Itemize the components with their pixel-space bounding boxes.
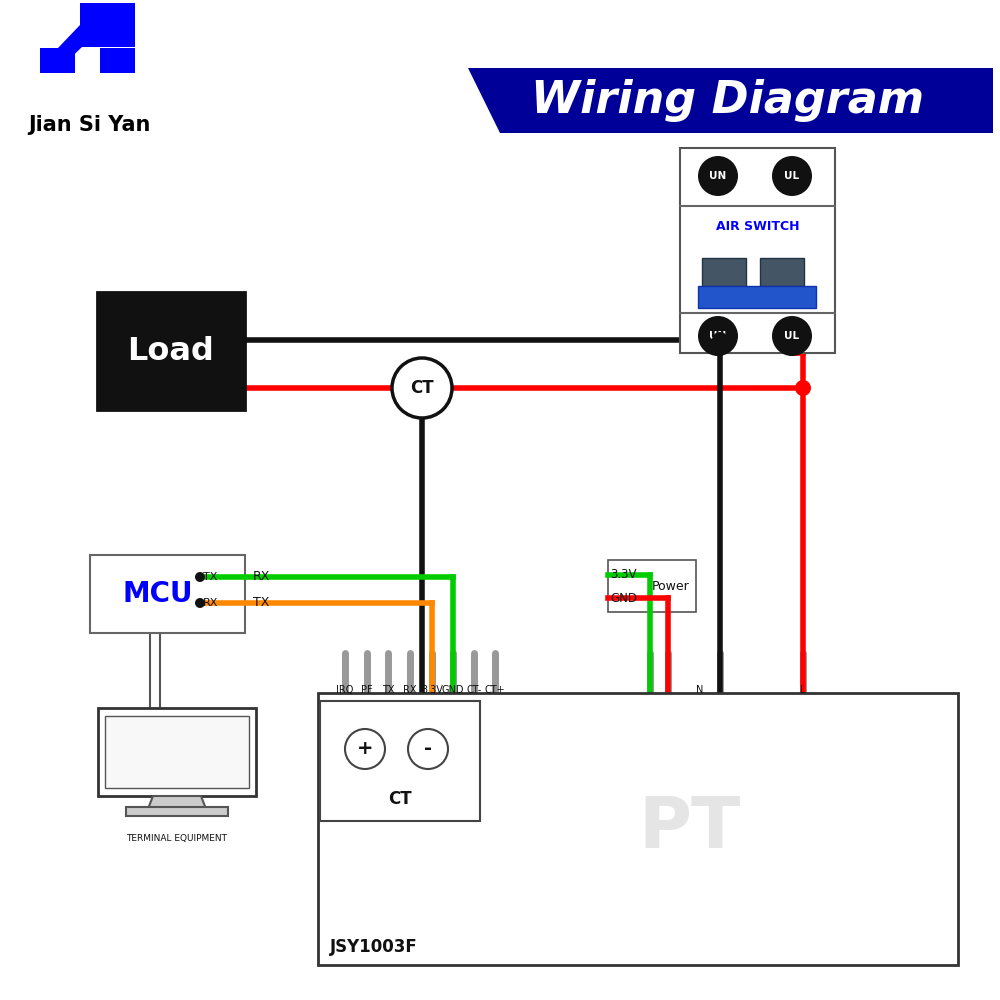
Bar bbox=[608, 560, 696, 612]
Text: 3.3V: 3.3V bbox=[610, 568, 637, 582]
Bar bbox=[100, 48, 135, 73]
Bar bbox=[90, 555, 245, 633]
Circle shape bbox=[195, 572, 205, 582]
Text: RX: RX bbox=[203, 598, 218, 608]
Text: RX: RX bbox=[253, 570, 270, 584]
Text: -: - bbox=[424, 740, 432, 758]
Bar bbox=[98, 708, 256, 796]
Text: Jian Si Yan: Jian Si Yan bbox=[28, 115, 150, 135]
Bar bbox=[40, 48, 75, 73]
Bar bbox=[702, 258, 746, 286]
Circle shape bbox=[712, 332, 728, 348]
Text: IRQ: IRQ bbox=[336, 685, 354, 695]
Circle shape bbox=[345, 729, 385, 769]
Text: N: N bbox=[696, 685, 704, 695]
Text: UN: UN bbox=[709, 331, 727, 341]
Text: CT: CT bbox=[410, 379, 434, 397]
Bar bbox=[318, 693, 958, 965]
Text: +: + bbox=[357, 740, 373, 758]
Bar bbox=[105, 716, 249, 788]
Circle shape bbox=[698, 156, 738, 196]
Text: TX: TX bbox=[382, 685, 394, 695]
Text: PF: PF bbox=[361, 685, 373, 695]
Bar bbox=[80, 3, 135, 25]
Text: RX: RX bbox=[403, 685, 417, 695]
Bar bbox=[320, 701, 480, 821]
Text: Wiring Diagram: Wiring Diagram bbox=[531, 79, 925, 121]
Text: Power: Power bbox=[652, 580, 690, 592]
Text: JSY1003F: JSY1003F bbox=[330, 938, 418, 956]
Circle shape bbox=[772, 156, 812, 196]
Text: UL: UL bbox=[784, 171, 800, 181]
Polygon shape bbox=[58, 25, 135, 70]
Text: TX: TX bbox=[253, 596, 269, 609]
Text: CT: CT bbox=[388, 790, 412, 808]
Bar bbox=[760, 258, 804, 286]
Text: PT: PT bbox=[638, 794, 740, 863]
Bar bbox=[126, 807, 228, 816]
Text: UL: UL bbox=[784, 331, 800, 341]
Text: TX: TX bbox=[203, 572, 217, 582]
Text: CT+: CT+ bbox=[485, 685, 505, 695]
Circle shape bbox=[195, 598, 205, 608]
Bar bbox=[698, 286, 816, 308]
Text: Load: Load bbox=[128, 336, 214, 366]
Circle shape bbox=[408, 729, 448, 769]
Text: GND: GND bbox=[610, 591, 637, 604]
Text: MCU: MCU bbox=[122, 580, 193, 608]
Bar bbox=[680, 148, 835, 353]
Circle shape bbox=[392, 358, 452, 418]
Text: CT-: CT- bbox=[466, 685, 482, 695]
Polygon shape bbox=[468, 68, 993, 133]
Text: GND: GND bbox=[442, 685, 464, 695]
Polygon shape bbox=[146, 796, 208, 814]
Circle shape bbox=[698, 316, 738, 356]
Text: AIR SWITCH: AIR SWITCH bbox=[716, 220, 799, 232]
Bar bbox=[97, 292, 245, 410]
Text: UN: UN bbox=[709, 171, 727, 181]
Circle shape bbox=[795, 380, 811, 396]
Text: TERMINAL EQUIPMENT: TERMINAL EQUIPMENT bbox=[126, 834, 228, 842]
Text: L: L bbox=[800, 685, 806, 695]
Text: 3.3V: 3.3V bbox=[421, 685, 443, 695]
Circle shape bbox=[772, 316, 812, 356]
